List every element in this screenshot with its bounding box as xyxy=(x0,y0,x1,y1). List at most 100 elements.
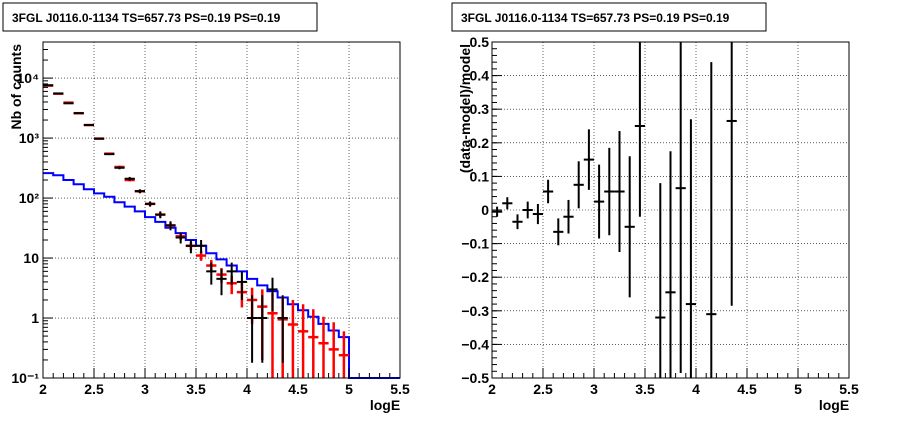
data-point xyxy=(277,295,288,363)
y-tick-label: 0.2 xyxy=(470,135,490,151)
left-panel: 3FGL J0116.0-1134 TS=657.73 PS=0.19 PS=0… xyxy=(2,2,410,413)
y-tick-label: 10⁻¹ xyxy=(11,370,39,386)
data-point xyxy=(53,92,64,95)
left-y-axis-label: Nb of counts xyxy=(8,44,24,130)
data-point xyxy=(216,268,227,296)
y-tick-label: 10² xyxy=(19,190,40,206)
data-point xyxy=(543,179,554,204)
data-point xyxy=(563,199,574,234)
data-point xyxy=(685,119,696,378)
y-tick-label: −0.3 xyxy=(461,303,489,319)
left-data-marks xyxy=(43,84,400,379)
sim-point xyxy=(298,304,309,378)
data-point xyxy=(634,42,645,217)
x-tick-label: 4 xyxy=(692,381,700,397)
data-point xyxy=(492,206,503,217)
y-tick-label: 10³ xyxy=(19,130,40,146)
data-point xyxy=(155,211,166,219)
data-point xyxy=(553,218,564,246)
data-point xyxy=(124,176,135,181)
right-title: 3FGL J0116.0-1134 TS=657.73 PS=0.19 PS=0… xyxy=(461,11,730,25)
x-tick-label: 2 xyxy=(39,381,47,397)
x-tick-label: 3 xyxy=(590,381,598,397)
model-step-line xyxy=(43,172,400,379)
data-point xyxy=(522,201,533,219)
left-plot-frame xyxy=(42,41,401,379)
right-x-axis-label: logE xyxy=(819,397,849,413)
right-axis-ticks: 2 2.5 3 3.5 4 4.5 5 5.5 −0.5 −0.4 −0.3 −0.2 −0.1 0 0.1… xyxy=(461,34,859,397)
left-axis-ticks: 2 2.5 3 3.5 4 4.5 5 5.5 10⁻¹ 1 10 10² 10³ 10⁴ xyxy=(11,41,410,397)
data-point xyxy=(532,203,543,225)
left-x-axis-label: logE xyxy=(370,397,400,413)
x-tick-label: 5 xyxy=(345,381,353,397)
x-tick-label: 3 xyxy=(141,381,149,397)
left-gridlines xyxy=(43,42,400,378)
sim-point xyxy=(338,331,349,378)
data-point xyxy=(502,197,513,210)
data-point xyxy=(196,239,207,254)
x-tick-label: 4 xyxy=(243,381,251,397)
x-tick-label: 5.5 xyxy=(839,381,859,397)
data-point xyxy=(134,189,145,194)
data-point xyxy=(226,262,237,285)
x-tick-label: 5.5 xyxy=(390,381,410,397)
data-point xyxy=(267,277,278,312)
data-point xyxy=(185,239,196,254)
data-point xyxy=(206,262,217,285)
y-tick-label: 10 xyxy=(23,250,39,266)
data-point xyxy=(583,129,594,190)
data-point xyxy=(594,164,605,239)
data-point xyxy=(94,137,105,140)
right-gridlines xyxy=(492,42,849,378)
data-point xyxy=(257,295,268,363)
data-point xyxy=(145,201,156,207)
y-tick-label: −0.1 xyxy=(461,236,489,252)
data-point xyxy=(573,161,584,209)
x-tick-label: 3.5 xyxy=(635,381,655,397)
data-point xyxy=(675,42,686,373)
x-tick-label: 3.5 xyxy=(186,381,206,397)
data-point xyxy=(624,156,635,298)
sim-point xyxy=(328,322,339,378)
data-point xyxy=(43,84,54,87)
y-tick-label: −0.2 xyxy=(461,269,489,285)
y-tick-label: 1 xyxy=(31,310,39,326)
data-point xyxy=(247,295,258,363)
data-point xyxy=(175,232,186,244)
y-tick-label: −0.4 xyxy=(461,336,489,352)
data-point xyxy=(165,221,176,231)
right-panel: 3FGL J0116.0-1134 TS=657.73 PS=0.19 PS=0… xyxy=(451,2,859,413)
data-point xyxy=(655,183,666,378)
sim-point xyxy=(318,316,329,378)
y-tick-label: 0.3 xyxy=(470,101,490,117)
left-title: 3FGL J0116.0-1134 TS=657.73 PS=0.19 PS=0… xyxy=(12,11,281,25)
x-tick-label: 5 xyxy=(794,381,802,397)
data-point xyxy=(604,147,615,236)
data-point xyxy=(665,151,676,378)
data-point xyxy=(706,62,717,378)
data-point xyxy=(614,131,625,252)
left-title-box xyxy=(2,2,318,32)
y-tick-label: 0 xyxy=(481,202,489,218)
right-y-axis-label: (data-model)/model xyxy=(457,44,473,173)
x-tick-label: 2.5 xyxy=(84,381,104,397)
x-tick-label: 2.5 xyxy=(533,381,553,397)
data-point xyxy=(236,271,247,300)
data-point xyxy=(512,214,523,230)
data-point xyxy=(104,153,115,156)
y-tick-label: 0.1 xyxy=(470,168,490,184)
y-tick-label: 10⁴ xyxy=(17,70,40,86)
x-tick-label: 2 xyxy=(488,381,496,397)
x-tick-label: 4.5 xyxy=(737,381,757,397)
data-point xyxy=(63,102,74,105)
data-point xyxy=(114,166,125,170)
y-tick-label: 0.5 xyxy=(470,34,490,50)
sim-point xyxy=(308,309,319,378)
x-tick-label: 4.5 xyxy=(288,381,308,397)
data-point xyxy=(83,124,94,127)
sim-point xyxy=(287,299,298,378)
y-tick-label: 0.4 xyxy=(470,68,490,84)
right-data-marks xyxy=(492,42,737,378)
data-point xyxy=(726,42,737,306)
